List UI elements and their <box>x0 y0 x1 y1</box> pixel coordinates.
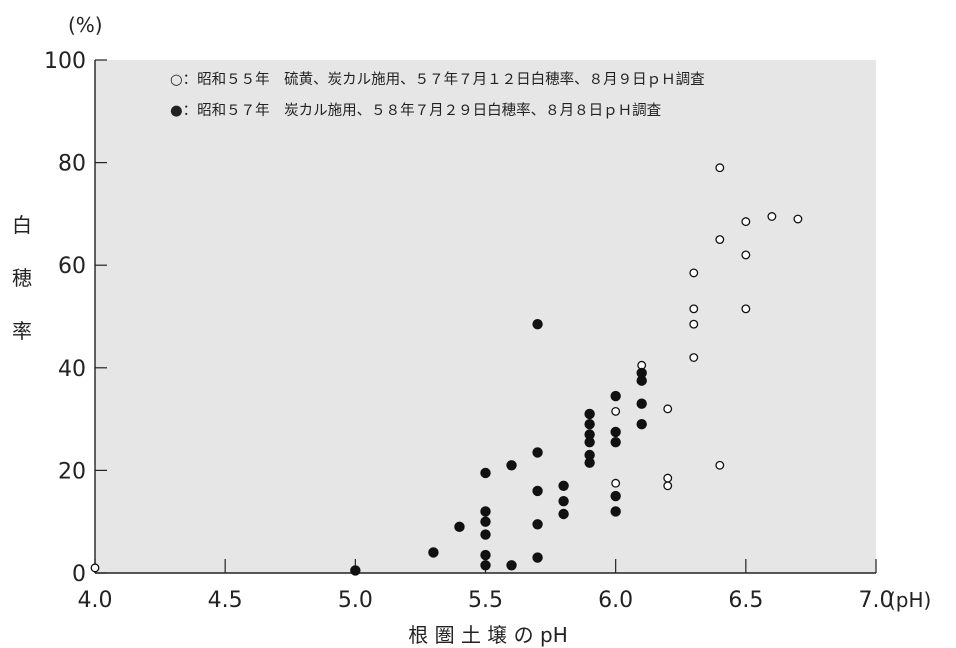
data-point-open <box>715 235 725 244</box>
data-point-filled <box>506 560 517 571</box>
data-point-filled <box>558 508 569 520</box>
y-tick-label: 100 <box>44 49 86 74</box>
plot-area <box>95 60 876 573</box>
data-point-open <box>689 268 699 278</box>
x-axis-unit: (pH) <box>888 588 931 612</box>
data-point-filled <box>610 390 621 402</box>
data-point-filled <box>506 460 517 471</box>
data-point-open <box>715 163 725 173</box>
y-tick-label: 60 <box>58 254 86 279</box>
data-point-open <box>793 214 803 224</box>
data-point-filled <box>558 480 569 491</box>
data-point-filled <box>480 529 491 540</box>
data-point-open <box>689 304 699 314</box>
y-tick-label: 20 <box>58 459 86 484</box>
legend-entry-filled-circle: ●：昭和５７年 炭カル施用、５８年７月２９日白穂率、８月８日ｐＨ調査 <box>170 102 661 119</box>
y-tick-label: 80 <box>58 152 86 177</box>
data-point-filled <box>532 318 543 330</box>
data-point-filled <box>610 436 621 448</box>
x-tick-label: 5.0 <box>338 588 373 613</box>
data-point-open <box>663 473 673 483</box>
data-point-filled <box>454 521 465 533</box>
data-point-filled <box>636 398 647 409</box>
legend-entry-open-circle: ○：昭和５５年 硫黄、炭カル施用、５７年７月１２日白穂率、８月９日ｐＨ調査 <box>170 71 705 88</box>
y-tick-label: 0 <box>72 562 86 587</box>
data-point-open <box>611 478 621 488</box>
data-point-filled <box>532 447 543 458</box>
x-tick-label: 4.0 <box>78 588 113 613</box>
data-point-filled <box>610 490 621 502</box>
data-point-open <box>663 404 673 414</box>
data-point-filled <box>532 485 543 497</box>
data-point-filled <box>584 408 595 420</box>
data-point-filled <box>480 506 491 517</box>
data-point-filled <box>636 375 647 386</box>
data-point-filled <box>584 419 595 430</box>
data-point-open <box>741 217 751 227</box>
data-point-filled <box>480 549 491 561</box>
data-point-filled <box>480 560 491 571</box>
data-point-filled <box>350 565 361 576</box>
data-point-filled <box>480 516 491 527</box>
data-points <box>90 163 803 576</box>
data-point-filled <box>584 436 595 448</box>
x-axis-label: 根 圏 土 壌 の pH <box>408 623 568 647</box>
data-point-filled <box>532 519 543 530</box>
data-point-filled <box>610 426 621 438</box>
data-point-filled <box>558 495 569 507</box>
data-point-filled <box>636 419 647 430</box>
y-axis-label: 白穂率 <box>12 213 32 343</box>
x-tick-label: 7.0 <box>859 588 894 613</box>
ticks: 4.0 4.5 5.0 5.5 6.0 6.5 7.0 0 20 40 60 80 100 <box>44 49 894 613</box>
data-point-filled <box>428 547 439 558</box>
data-point-open <box>715 460 725 470</box>
data-point-open <box>689 353 699 362</box>
legend: ○：昭和５５年 硫黄、炭カル施用、５７年７月１２日白穂率、８月９日ｐＨ調査 ●：… <box>170 71 705 119</box>
data-point-filled <box>610 506 621 517</box>
data-point-open <box>689 319 699 329</box>
data-point-open <box>663 481 673 491</box>
y-axis-unit: (%) <box>68 13 103 37</box>
data-point-open <box>611 406 621 416</box>
data-point-open <box>741 250 751 260</box>
data-point-open <box>741 304 751 314</box>
data-point-open <box>90 563 100 573</box>
x-tick-label: 6.5 <box>728 588 763 613</box>
x-tick-label: 4.5 <box>208 588 243 613</box>
data-point-filled <box>480 467 491 479</box>
y-tick-label: 40 <box>58 357 86 382</box>
data-point-open <box>767 212 777 221</box>
x-tick-label: 6.0 <box>598 588 633 613</box>
data-point-filled <box>584 457 595 468</box>
x-tick-label: 5.5 <box>468 588 503 613</box>
data-point-filled <box>532 552 543 563</box>
